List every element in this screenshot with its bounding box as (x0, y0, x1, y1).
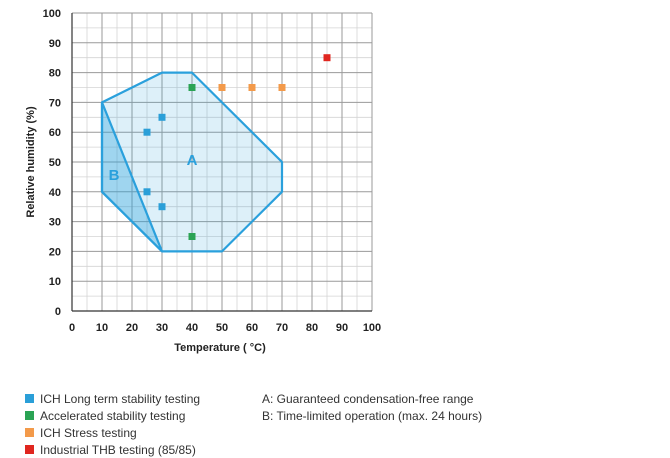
region-label-b: B (109, 167, 120, 184)
x-tick-label: 50 (216, 322, 228, 334)
legend-label: Industrial THB testing (85/85) (40, 442, 196, 457)
x-tick-label: 90 (336, 322, 348, 334)
x-tick-label: 100 (363, 322, 381, 334)
data-point-series-2 (188, 233, 196, 240)
data-point-series-4 (323, 54, 331, 62)
x-tick-label: 0 (69, 322, 75, 334)
x-tick-label: 30 (156, 322, 168, 334)
data-point-series-1 (143, 128, 151, 136)
legend-swatch (25, 428, 34, 437)
legend-label: ICH Long term stability testing (40, 391, 201, 406)
data-point-series-1 (143, 188, 151, 196)
legend-swatch (25, 394, 34, 403)
region-legend: A: Guaranteed condensation-free range B: … (262, 390, 482, 424)
y-axis-label: Relative humidity (%) (25, 106, 37, 218)
x-tick-label: 80 (306, 322, 318, 334)
x-axis-label: Temperature ( °C) (174, 342, 266, 354)
y-tick-label: 60 (49, 127, 61, 139)
series-legend: ICH Long term stability testing Accelerat… (25, 390, 200, 458)
legend-item: Accelerated stability testing (25, 407, 200, 424)
legend-item: ICH Stress testing (25, 424, 200, 441)
data-point-series-2 (188, 84, 196, 91)
y-tick-label: 30 (49, 217, 61, 229)
y-tick-label: 40 (49, 187, 61, 199)
data-points (143, 54, 331, 240)
y-tick-label: 50 (49, 157, 61, 169)
x-tick-label: 70 (276, 322, 288, 334)
region-b (100, 101, 164, 253)
y-tick-label: 90 (49, 38, 61, 50)
y-tick-label: 0 (55, 306, 61, 318)
region-legend-item: A: Guaranteed condensation-free range (262, 391, 474, 406)
grid-major (71, 12, 373, 312)
data-point-series-1 (158, 203, 166, 211)
axes (71, 13, 372, 312)
data-point-series-1 (158, 113, 166, 121)
y-tick-label: 100 (43, 8, 61, 20)
legend-label: ICH Stress testing (40, 425, 137, 440)
region-label-a: A (187, 152, 198, 169)
legend-item: Industrial THB testing (85/85) (25, 441, 200, 458)
x-tick-labels: 0 10 20 30 40 50 60 70 80 90 100 (69, 322, 381, 334)
y-tick-label: 20 (49, 246, 61, 258)
region-legend-item: B: Time-limited operation (max. 24 hours… (262, 408, 483, 423)
regions: AB (100, 71, 284, 253)
data-point-series-3 (218, 84, 226, 91)
x-tick-label: 10 (96, 322, 108, 334)
x-tick-label: 60 (246, 322, 258, 334)
y-tick-label: 10 (49, 276, 61, 288)
y-tick-labels: 0 10 20 30 40 50 60 70 80 90 100 (43, 8, 61, 318)
y-tick-label: 70 (49, 97, 61, 109)
legend-swatch (25, 445, 34, 454)
legend-swatch (25, 411, 34, 420)
data-point-series-3 (278, 84, 286, 91)
data-point-series-3 (248, 84, 256, 91)
x-tick-label: 20 (126, 322, 138, 334)
legend-label: Accelerated stability testing (40, 408, 186, 423)
x-tick-label: 40 (186, 322, 198, 334)
y-tick-label: 80 (49, 68, 61, 80)
legend-item: ICH Long term stability testing (25, 390, 200, 407)
